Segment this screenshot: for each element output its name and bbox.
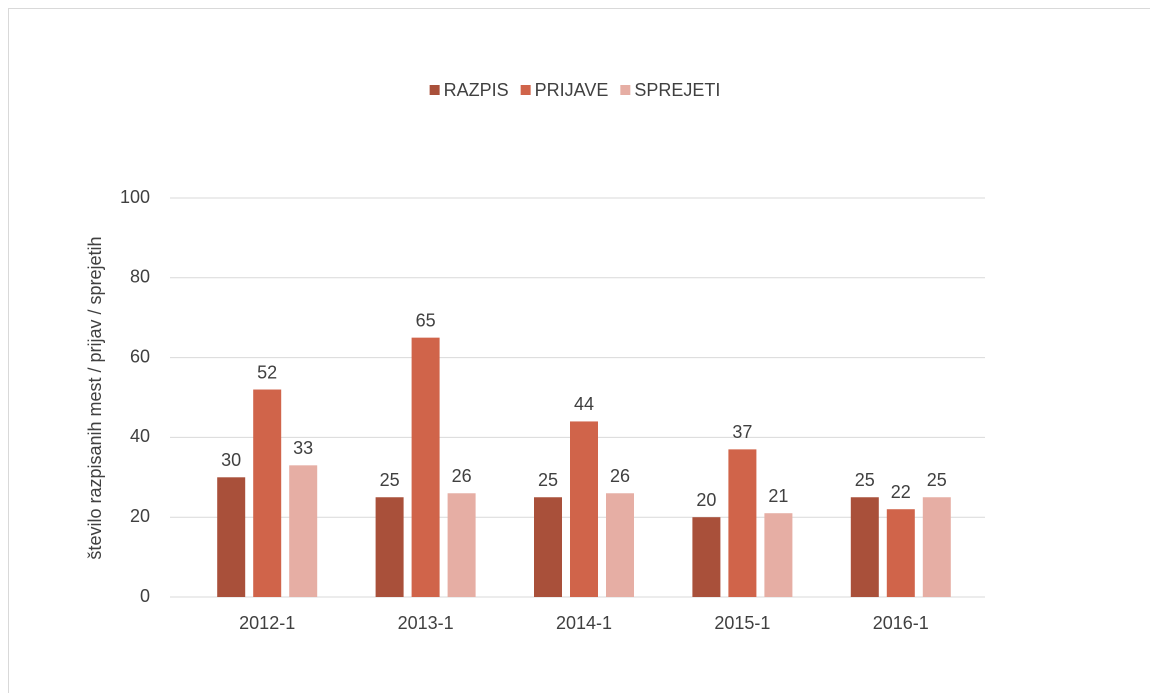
data-label: 20: [696, 490, 716, 510]
bar: [764, 513, 793, 597]
bar: [922, 497, 951, 597]
data-label: 26: [610, 466, 630, 486]
data-label: 22: [891, 482, 911, 502]
y-tick-label: 60: [130, 346, 150, 366]
y-tick-label: 80: [130, 267, 150, 287]
data-label: 25: [538, 470, 558, 490]
y-tick-label: 0: [140, 586, 150, 606]
data-label: 25: [855, 470, 875, 490]
bar: [534, 497, 562, 597]
data-label: 25: [927, 470, 947, 490]
data-label: 21: [768, 486, 788, 506]
legend-label: RAZPIS: [444, 80, 509, 100]
bar: [570, 421, 598, 597]
legend-label: SPREJETI: [634, 80, 720, 100]
bar: [606, 493, 634, 597]
data-label: 44: [574, 394, 594, 414]
x-tick-label: 2015-1: [714, 613, 770, 633]
data-label: 25: [380, 470, 400, 490]
data-label: 65: [416, 310, 436, 330]
bar: [886, 509, 915, 597]
bar: [728, 449, 757, 597]
data-label: 37: [732, 422, 752, 442]
legend-label: PRIJAVE: [535, 80, 609, 100]
bar: [411, 337, 440, 597]
bar: [289, 465, 318, 597]
legend-swatch: [520, 85, 531, 95]
y-axis-label: število razpisanih mest / prijav / sprej…: [85, 236, 105, 559]
y-tick-label: 40: [130, 426, 150, 446]
x-tick-label: 2013-1: [398, 613, 454, 633]
data-label: 26: [452, 466, 472, 486]
bar: [447, 493, 476, 597]
bar: [850, 497, 879, 597]
bar: [692, 517, 721, 597]
x-tick-label: 2012-1: [239, 613, 295, 633]
x-tick-label: 2016-1: [873, 613, 929, 633]
legend-swatch: [429, 85, 440, 95]
bar: [253, 389, 282, 597]
data-label: 30: [221, 450, 241, 470]
y-tick-label: 100: [120, 187, 150, 207]
data-label: 52: [257, 362, 277, 382]
x-tick-label: 2014-1: [556, 613, 612, 633]
data-label: 33: [293, 438, 313, 458]
bar: [217, 477, 246, 597]
bar: [375, 497, 404, 597]
legend-swatch: [620, 85, 631, 95]
y-tick-label: 20: [130, 506, 150, 526]
